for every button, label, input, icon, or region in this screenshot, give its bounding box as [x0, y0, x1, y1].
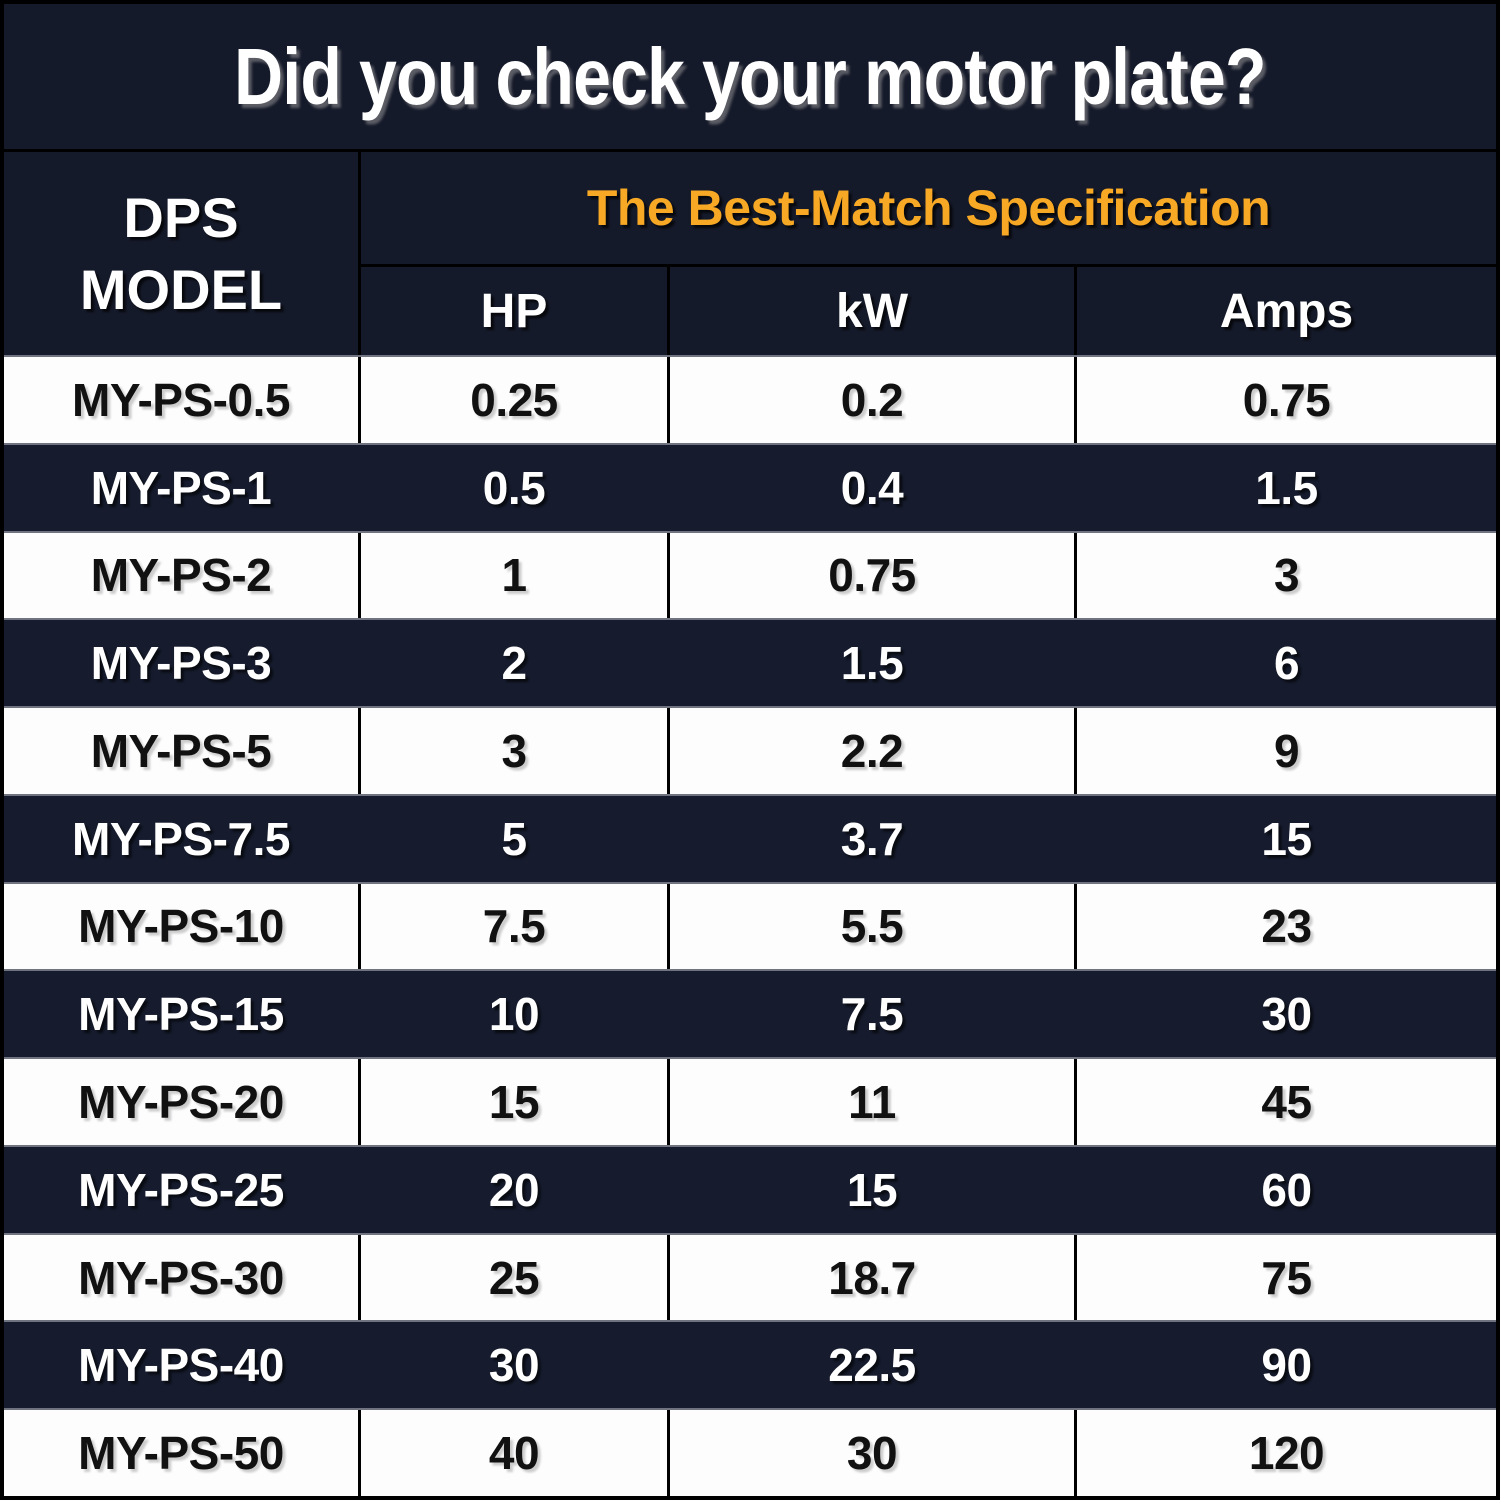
table-row: MY-PS-40 30 22.5 90	[4, 1320, 1496, 1409]
kw-cell: 11	[670, 1059, 1077, 1145]
column-header-kw: kW	[670, 267, 1077, 355]
amps-cell: 6	[1273, 637, 1300, 690]
model-cell: MY-PS-30	[4, 1234, 361, 1321]
hp-cell: 20	[361, 1146, 670, 1233]
hp-cell: 15	[361, 1059, 670, 1145]
amps-cell: 90	[1261, 1339, 1312, 1392]
hp-cell: 40	[361, 1410, 670, 1496]
model-cell: MY-PS-0.5	[4, 357, 361, 443]
amps-cell: 30	[1261, 988, 1312, 1041]
amps-cell: 45	[1261, 1076, 1312, 1128]
amps-cell: 1.5	[1255, 461, 1318, 514]
column-header-amps: Amps	[1219, 284, 1354, 338]
hp-cell: 30	[361, 1322, 670, 1409]
amps-cell: 9	[1273, 724, 1300, 777]
table-row: MY-PS-3 2 1.5 6	[4, 618, 1496, 707]
kw-cell: 5.5	[670, 883, 1077, 970]
model-cell: MY-PS-7.5	[4, 795, 361, 882]
table-row: MY-PS-7.5 5 3.7 15	[4, 793, 1496, 882]
model-cell: MY-PS-40	[4, 1322, 361, 1409]
hp-cell: 2	[361, 620, 670, 707]
table-row: MY-PS-2 1 0.75 3	[4, 530, 1496, 619]
column-header-hp: HP	[361, 267, 670, 355]
model-cell: MY-PS-2	[4, 532, 361, 619]
kw-cell: 30	[670, 1410, 1077, 1496]
kw-cell: 18.7	[670, 1234, 1077, 1321]
kw-cell: 3.7	[670, 795, 1077, 882]
amps-cell: 60	[1261, 1163, 1312, 1216]
model-header-line2: MODEL	[79, 257, 283, 321]
table-row: MY-PS-15 10 7.5 30	[4, 969, 1496, 1058]
table-row: MY-PS-10 7.5 5.5 23	[4, 881, 1496, 970]
amps-cell: 3	[1273, 549, 1300, 602]
hp-cell: 1	[361, 532, 670, 619]
model-cell: MY-PS-5	[4, 708, 361, 794]
model-cell: MY-PS-20	[4, 1059, 361, 1145]
hp-cell: 5	[361, 795, 670, 882]
spec-header-group: The Best-Match Specification HP kW Amps	[361, 152, 1496, 355]
amps-cell: 0.75	[1242, 373, 1331, 426]
model-cell: MY-PS-3	[4, 620, 361, 707]
kw-cell: 0.4	[670, 444, 1077, 531]
table-row: MY-PS-50 40 30 120	[4, 1408, 1496, 1496]
hp-cell: 0.25	[361, 357, 670, 443]
table-row: MY-PS-30 25 18.7 75	[4, 1232, 1496, 1321]
kw-cell: 7.5	[670, 971, 1077, 1058]
table-row: MY-PS-25 20 15 60	[4, 1144, 1496, 1233]
kw-cell: 22.5	[670, 1322, 1077, 1409]
hp-cell: 10	[361, 971, 670, 1058]
table-header: DPS MODEL The Best-Match Specification H…	[4, 152, 1496, 357]
hp-cell: 3	[361, 708, 670, 794]
table-row: MY-PS-20 15 11 45	[4, 1057, 1496, 1145]
amps-cell: 75	[1261, 1251, 1312, 1304]
model-column-header: DPS MODEL	[4, 152, 361, 355]
amps-cell: 120	[1248, 1427, 1325, 1480]
kw-cell: 1.5	[670, 620, 1077, 707]
table-row: MY-PS-5 3 2.2 9	[4, 706, 1496, 794]
title-bar: Did you check your motor plate?	[4, 4, 1496, 152]
hp-cell: 0.5	[361, 444, 670, 531]
kw-cell: 15	[670, 1146, 1077, 1233]
amps-cell: 23	[1261, 900, 1312, 953]
kw-cell: 0.2	[670, 357, 1077, 443]
kw-cell: 0.75	[670, 532, 1077, 619]
table-body: MY-PS-0.5 0.25 0.2 0.75 MY-PS-1 0.5 0.4 …	[4, 357, 1496, 1496]
hp-cell: 7.5	[361, 883, 670, 970]
model-cell: MY-PS-10	[4, 883, 361, 970]
hp-cell: 25	[361, 1234, 670, 1321]
model-header-line1: DPS	[123, 185, 239, 249]
model-cell: MY-PS-15	[4, 971, 361, 1058]
amps-cell: 15	[1261, 812, 1312, 865]
model-cell: MY-PS-50	[4, 1410, 361, 1496]
page-title: Did you check your motor plate?	[234, 31, 1266, 121]
spec-section-title: The Best-Match Specification	[361, 152, 1496, 267]
kw-cell: 2.2	[670, 708, 1077, 794]
table-row: MY-PS-0.5 0.25 0.2 0.75	[4, 357, 1496, 443]
column-headers-row: HP kW Amps	[361, 267, 1496, 355]
model-cell: MY-PS-1	[4, 444, 361, 531]
table-row: MY-PS-1 0.5 0.4 1.5	[4, 442, 1496, 531]
model-cell: MY-PS-25	[4, 1146, 361, 1233]
